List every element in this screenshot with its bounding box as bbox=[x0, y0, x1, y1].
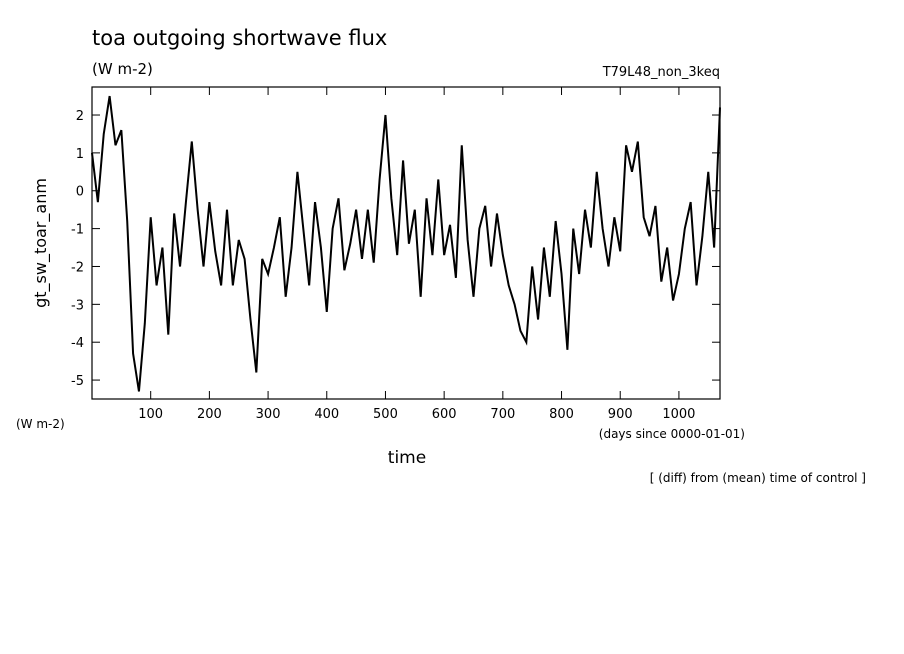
y-tick-label: -5 bbox=[71, 374, 84, 389]
subtitle: (W m-2) bbox=[92, 60, 153, 78]
y-tick-label: 2 bbox=[76, 109, 84, 124]
x-tick-label: 1000 bbox=[662, 407, 695, 422]
y-axis-label: gt_sw_toar_anm bbox=[31, 178, 51, 308]
y-tick-label: 1 bbox=[76, 147, 84, 162]
y-tick-label: -4 bbox=[71, 336, 84, 351]
y-tick-label: -2 bbox=[71, 260, 84, 275]
y-unit: (W m-2) bbox=[16, 417, 65, 431]
x-tick-label: 400 bbox=[314, 407, 339, 422]
x-axis-label: time bbox=[388, 448, 426, 468]
x-tick-label: 500 bbox=[373, 407, 398, 422]
x-tick-label: 100 bbox=[138, 407, 163, 422]
y-tick-label: -3 bbox=[71, 298, 84, 313]
x-unit: (days since 0000-01-01) bbox=[599, 427, 745, 441]
chart-title: toa outgoing shortwave flux bbox=[92, 26, 387, 50]
data-line bbox=[91, 95, 721, 392]
y-tick-label: -1 bbox=[71, 223, 84, 238]
y-tick-label: 0 bbox=[76, 185, 84, 200]
plot-frame bbox=[91, 86, 721, 400]
footnote: [ (diff) from (mean) time of control ] bbox=[650, 471, 866, 485]
x-tick-label: 700 bbox=[490, 407, 515, 422]
annotation: T79L48_non_3keq bbox=[602, 65, 720, 80]
x-tick-label: 900 bbox=[608, 407, 633, 422]
x-tick-label: 200 bbox=[197, 407, 222, 422]
x-tick-label: 300 bbox=[256, 407, 281, 422]
x-tick-label: 800 bbox=[549, 407, 574, 422]
x-tick-label: 600 bbox=[432, 407, 457, 422]
